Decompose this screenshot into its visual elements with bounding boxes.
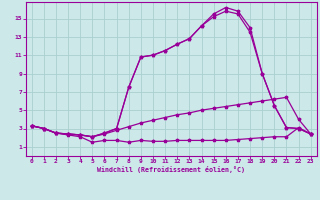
X-axis label: Windchill (Refroidissement éolien,°C): Windchill (Refroidissement éolien,°C) (97, 166, 245, 173)
